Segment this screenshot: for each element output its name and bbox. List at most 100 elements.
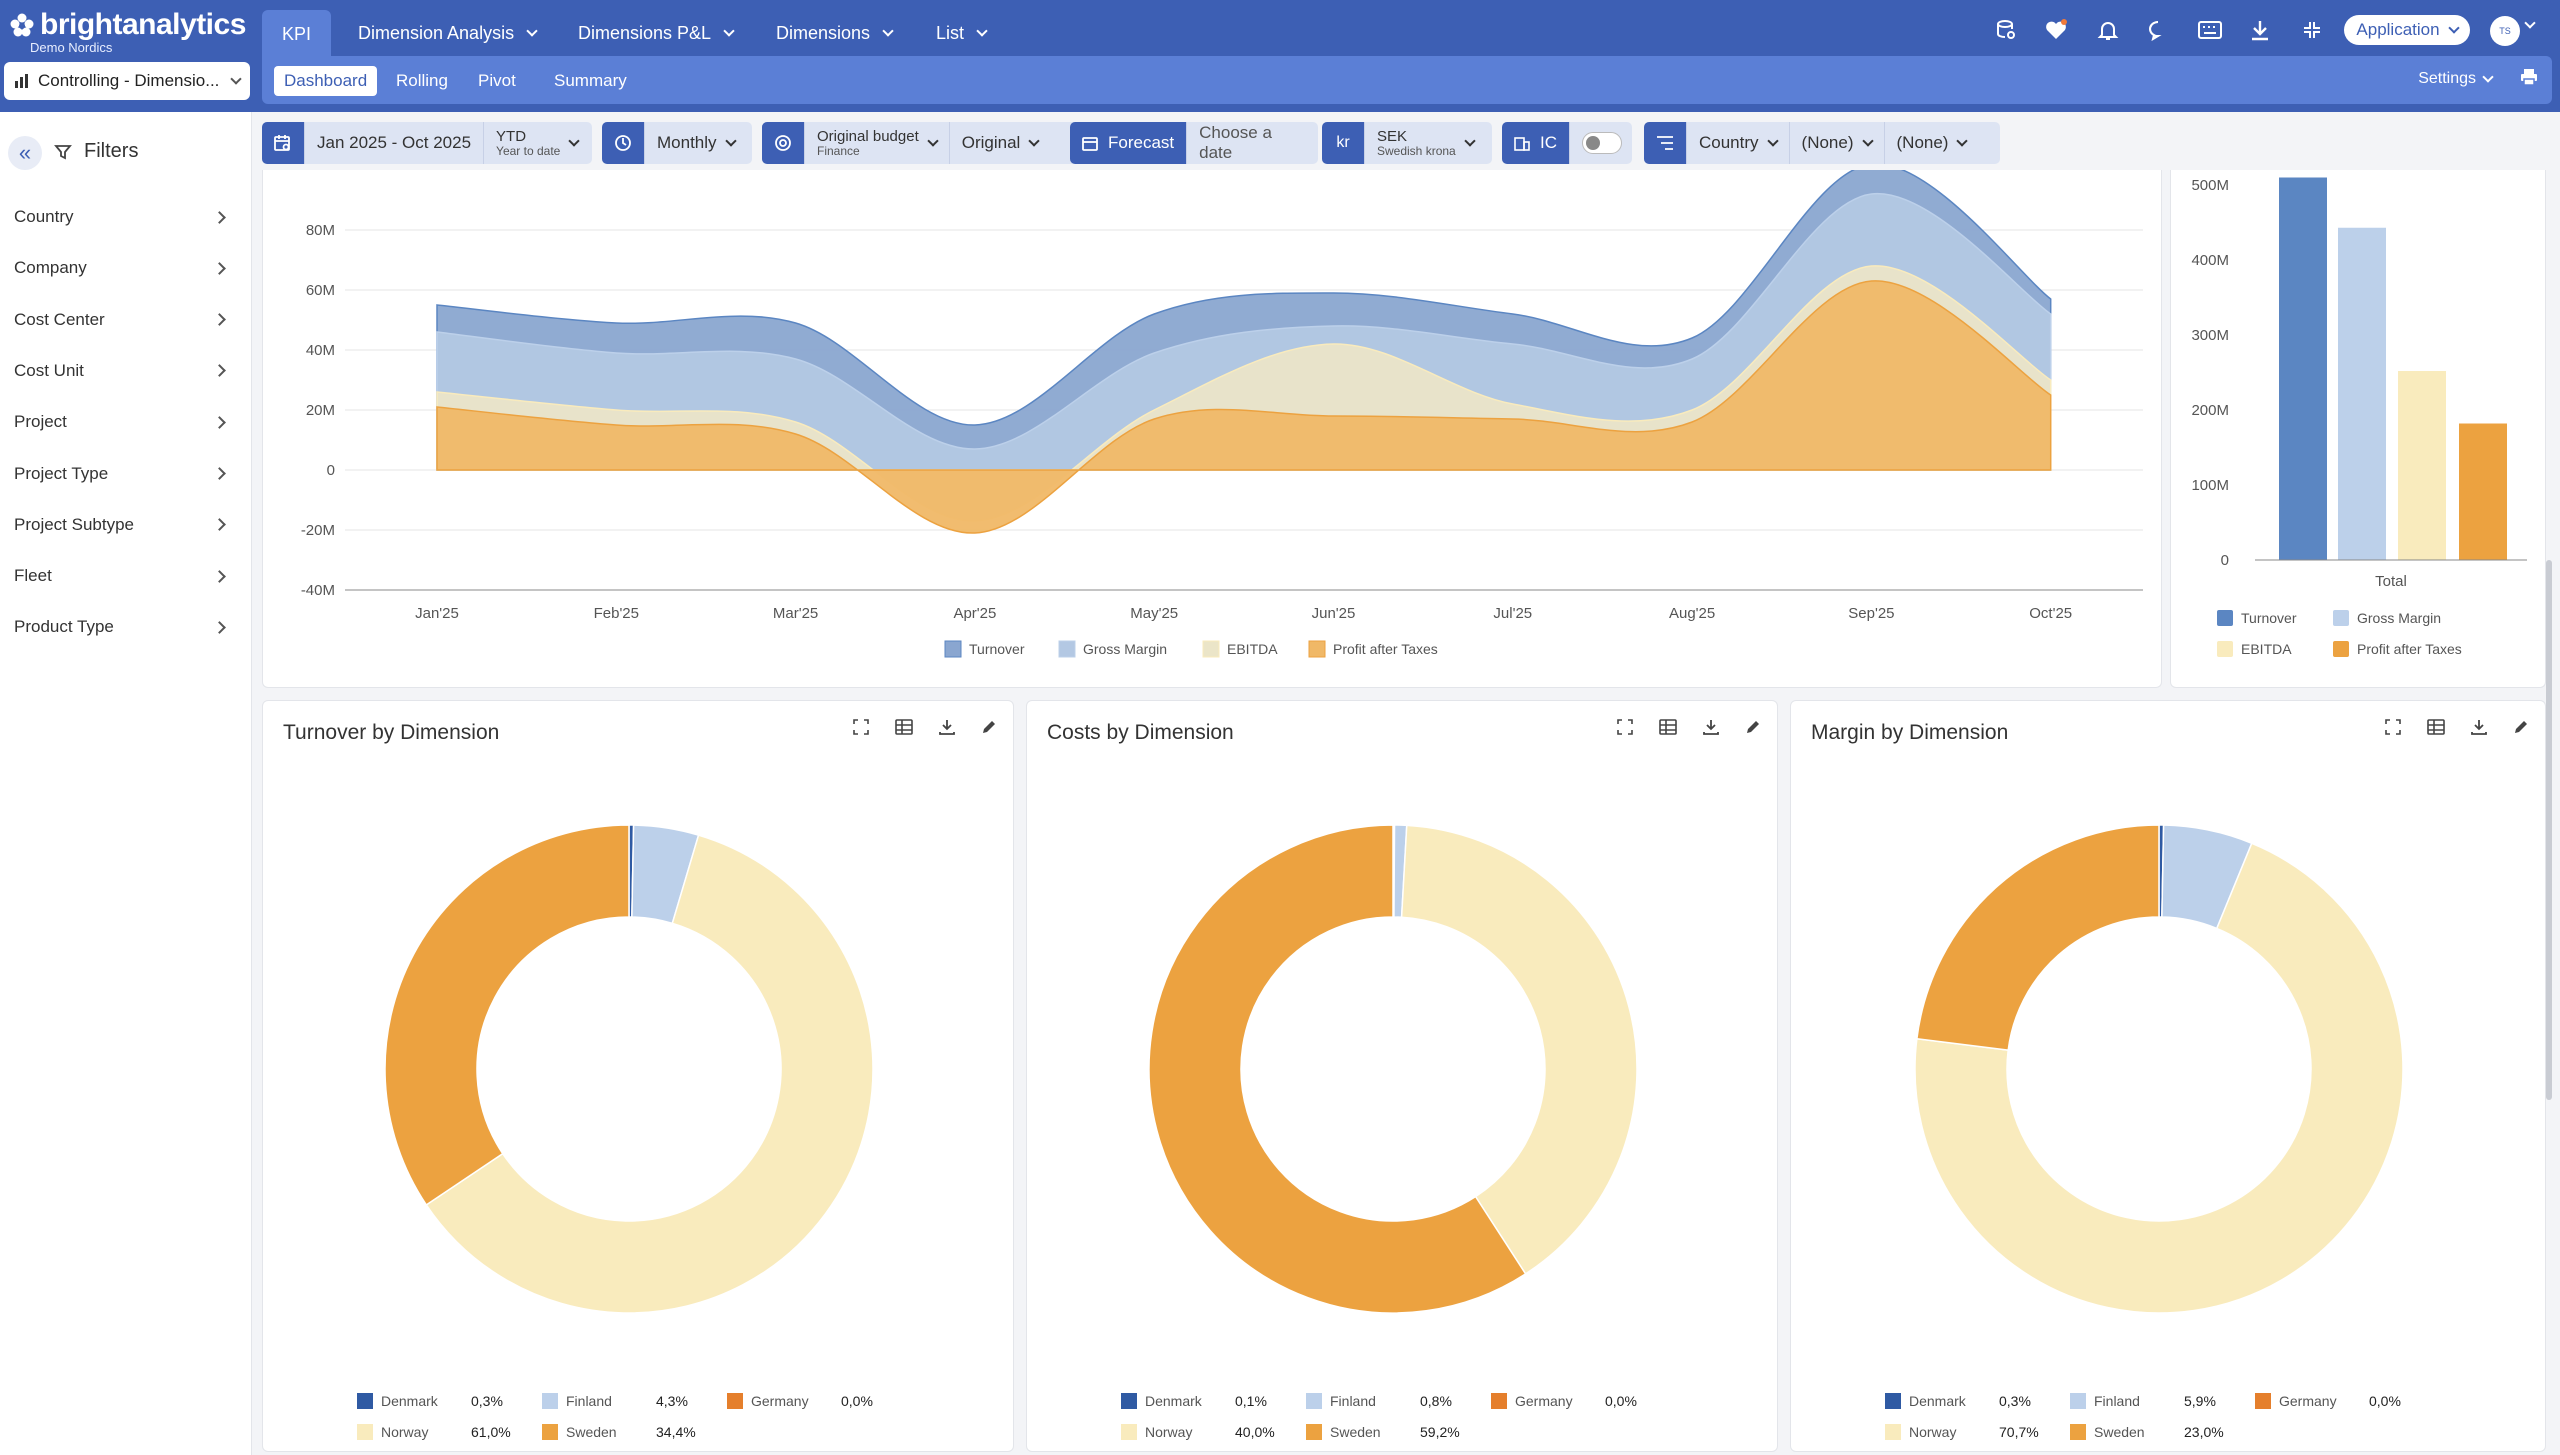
subtab-rolling[interactable]: Rolling	[386, 66, 458, 96]
tab-list[interactable]: List	[916, 10, 1006, 56]
legend-item-denmark[interactable]: Denmark 0,1%	[1121, 1392, 1306, 1409]
interval-dropdown[interactable]: Monthly	[644, 122, 747, 164]
application-button[interactable]: Application	[2344, 15, 2470, 45]
legend-swatch[interactable]	[1308, 640, 1326, 658]
bell-icon[interactable]	[2096, 18, 2120, 42]
legend-swatch[interactable]	[2217, 641, 2233, 657]
legend-label[interactable]: Profit after Taxes	[1333, 641, 1438, 657]
context-select[interactable]: Controlling - Dimensio...	[4, 62, 250, 100]
printer-icon[interactable]	[2520, 68, 2538, 91]
tab-kpi[interactable]: KPI	[262, 10, 332, 58]
legend-label[interactable]: Gross Margin	[2357, 610, 2441, 626]
table-icon[interactable]	[895, 719, 913, 740]
filter-fleet[interactable]: Fleet	[14, 561, 226, 591]
filter-country[interactable]: Country	[14, 202, 226, 232]
legend-item-denmark[interactable]: Denmark 0,3%	[1885, 1392, 2070, 1409]
grouping-selector[interactable]: Country (None) (None)	[1644, 122, 2000, 164]
legend-label[interactable]: Profit after Taxes	[2357, 641, 2462, 657]
ic-toggle[interactable]	[1569, 122, 1634, 164]
page-scrollbar[interactable]	[2546, 560, 2552, 1100]
legend-swatch[interactable]	[1058, 640, 1076, 658]
subtab-pivot[interactable]: Pivot	[468, 66, 526, 96]
forecast-button[interactable]: Forecast	[1070, 122, 1187, 164]
settings-button[interactable]: Settings	[2418, 70, 2494, 88]
legend-item-finland[interactable]: Finland 0,8%	[1306, 1392, 1491, 1409]
legend-label[interactable]: EBITDA	[1227, 641, 1278, 657]
donut-slice-norway[interactable]	[1914, 842, 2404, 1314]
legend-item-germany[interactable]: Germany 0,0%	[1491, 1392, 1676, 1409]
tab-dimensions-pl[interactable]: Dimensions P&L	[558, 10, 753, 56]
pencil-icon[interactable]	[2513, 719, 2529, 740]
fullscreen-icon[interactable]	[1617, 719, 1633, 740]
donut-slice-sweden[interactable]	[1148, 824, 1527, 1314]
legend-item-denmark[interactable]: Denmark 0,3%	[357, 1392, 542, 1409]
legend-label[interactable]: EBITDA	[2241, 641, 2292, 657]
legend-swatch[interactable]	[2217, 610, 2233, 626]
table-icon[interactable]	[1659, 719, 1677, 740]
group3-dropdown[interactable]: (None)	[1883, 122, 1979, 164]
forecast-date-input[interactable]: Choose a date	[1186, 122, 1318, 164]
legend-item-sweden[interactable]: Sweden 34,4%	[542, 1423, 727, 1440]
filter-company[interactable]: Company	[14, 253, 226, 283]
legend-item-sweden[interactable]: Sweden 59,2%	[1306, 1423, 1491, 1440]
filter-cost-center[interactable]: Cost Center	[14, 305, 226, 335]
double-chevron-left-icon[interactable]: «	[8, 136, 42, 170]
donut-slice-sweden[interactable]	[1916, 824, 2160, 1052]
legend-swatch[interactable]	[944, 640, 962, 658]
legend-label[interactable]: Turnover	[969, 641, 1025, 657]
fullscreen-icon[interactable]	[853, 719, 869, 740]
legend-label[interactable]: Turnover	[2241, 610, 2297, 626]
tab-dimension-analysis[interactable]: Dimension Analysis	[338, 10, 556, 56]
legend-item-norway[interactable]: Norway 61,0%	[357, 1423, 542, 1440]
legend-item-norway[interactable]: Norway 70,7%	[1885, 1423, 2070, 1440]
period-range[interactable]: Jan 2025 - Oct 2025	[304, 122, 483, 164]
bar-turnover[interactable]	[2279, 177, 2327, 561]
pencil-icon[interactable]	[981, 719, 997, 740]
legend-item-germany[interactable]: Germany 0,0%	[727, 1392, 912, 1409]
donut-slice-norway[interactable]	[425, 834, 874, 1314]
avatar[interactable]: TS	[2490, 16, 2520, 46]
budget-version-dropdown[interactable]: Original	[948, 122, 1051, 164]
legend-swatch[interactable]	[1202, 640, 1220, 658]
ytd-dropdown[interactable]: YTD Year to date	[483, 122, 590, 164]
area-series-profit-after-taxes[interactable]	[436, 280, 2052, 534]
fullscreen-icon[interactable]	[2385, 719, 2401, 740]
donut-slice-norway[interactable]	[1400, 824, 1638, 1275]
legend-item-finland[interactable]: Finland 4,3%	[542, 1392, 727, 1409]
group2-dropdown[interactable]: (None)	[1788, 122, 1884, 164]
pencil-icon[interactable]	[1745, 719, 1761, 740]
legend-swatch[interactable]	[2333, 641, 2349, 657]
legend-swatch[interactable]	[2333, 610, 2349, 626]
heart-pulse-icon[interactable]	[2044, 18, 2068, 42]
interval-selector[interactable]: Monthly	[602, 122, 752, 164]
download-icon[interactable]	[2471, 719, 2487, 740]
currency-selector[interactable]: kr SEK Swedish krona	[1322, 122, 1492, 164]
bar-profit-after-taxes[interactable]	[2459, 423, 2507, 561]
app-logo[interactable]: brightanalytics Demo Nordics	[10, 8, 246, 55]
subtab-summary[interactable]: Summary	[544, 66, 637, 96]
filter-project-subtype[interactable]: Project Subtype	[14, 510, 226, 540]
group1-dropdown[interactable]: Country	[1686, 122, 1789, 164]
download-icon[interactable]	[939, 719, 955, 740]
tab-dimensions[interactable]: Dimensions	[756, 10, 912, 56]
chat-icon[interactable]	[2146, 18, 2170, 42]
chevron-down-icon[interactable]	[2524, 17, 2536, 29]
filter-project-type[interactable]: Project Type	[14, 459, 226, 489]
budget-dropdown[interactable]: Original budget Finance	[804, 122, 949, 164]
keyboard-icon[interactable]	[2198, 18, 2222, 42]
download-icon[interactable]	[1703, 719, 1719, 740]
database-icon[interactable]	[1994, 18, 2018, 42]
filter-project[interactable]: Project	[14, 407, 226, 437]
filter-cost-unit[interactable]: Cost Unit	[14, 356, 226, 386]
collapse-arrows-icon[interactable]	[2300, 18, 2324, 42]
filter-product-type[interactable]: Product Type	[14, 612, 226, 642]
legend-item-finland[interactable]: Finland 5,9%	[2070, 1392, 2255, 1409]
subtab-dashboard[interactable]: Dashboard	[274, 66, 378, 96]
area-series-gross-margin[interactable]	[436, 193, 2052, 471]
bar-gross-margin[interactable]	[2338, 227, 2386, 560]
donut-slice-sweden[interactable]	[384, 824, 630, 1206]
legend-item-sweden[interactable]: Sweden 23,0%	[2070, 1423, 2255, 1440]
legend-item-germany[interactable]: Germany 0,0%	[2255, 1392, 2440, 1409]
download-icon[interactable]	[2248, 18, 2272, 42]
legend-item-norway[interactable]: Norway 40,0%	[1121, 1423, 1306, 1440]
